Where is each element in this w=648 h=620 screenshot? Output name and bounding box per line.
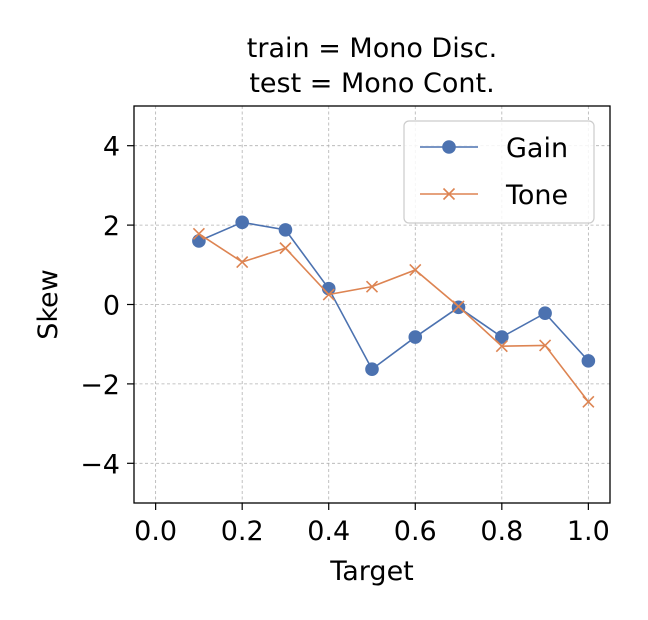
y-tick-label: 2 [103,211,120,242]
x-tick-label: 1.0 [567,516,610,547]
x-marker-stroke [236,255,249,269]
ticks: 0.0 0.2 0.4 0.6 0.8 1.0 −4 −2 0 2 4 [80,132,610,547]
tone-point [365,280,379,293]
gain-point [581,354,596,368]
legend-entry-gain: Gain [420,133,568,164]
tone-line [198,233,589,403]
series-layer [192,215,596,408]
legend-marker [442,140,456,154]
x-marker-stroke [442,187,456,201]
x-marker-stroke [279,242,292,255]
legend-label: Gain [506,133,568,164]
x-marker-stroke [192,227,205,240]
x-marker-stroke [495,340,508,353]
x-marker-stroke [539,339,552,352]
chart-title-line-1: train = Mono Disc. [247,33,497,64]
tone-point [279,242,292,255]
series-tone [192,227,595,408]
x-marker-stroke [452,300,465,313]
x-tick-label: 0.8 [480,516,523,547]
gain-point [235,215,249,230]
tone-point [539,339,552,352]
x-axis-label: Target [329,556,414,587]
x-marker-stroke [365,280,379,293]
tone-point [192,227,205,240]
x-marker-stroke [409,263,422,277]
legend: Gain Tone [403,120,595,224]
tone-point [582,395,595,408]
y-axis-label: Skew [33,269,64,340]
y-tick-label: 4 [103,132,120,163]
tone-point [322,288,335,301]
gain-point [538,306,552,321]
x-tick-label: 0.2 [221,516,264,547]
x-tick-label: 0.6 [394,516,437,547]
y-tick-label: −4 [80,449,120,480]
chart-title-line-2: test = Mono Cont. [249,68,494,99]
gain-line [198,221,589,371]
x-marker-stroke [322,288,335,301]
x-marker-stroke [582,395,595,408]
gain-point [365,362,379,377]
gain-point [278,223,293,237]
tone-point [495,340,508,353]
gain-point [408,330,423,344]
x-tick-label: 0.4 [307,516,350,547]
tone-point [236,255,249,269]
legend-label: Tone [505,180,568,211]
legend-marker [442,187,456,201]
series-gain [192,215,596,377]
y-tick-label: 0 [103,291,120,322]
tone-point [452,300,465,313]
gain-point [495,330,509,344]
x-tick-label: 0.0 [134,516,177,547]
y-tick-label: −2 [80,370,120,401]
tone-point [409,263,422,277]
legend-entry-tone: Tone [420,180,568,211]
